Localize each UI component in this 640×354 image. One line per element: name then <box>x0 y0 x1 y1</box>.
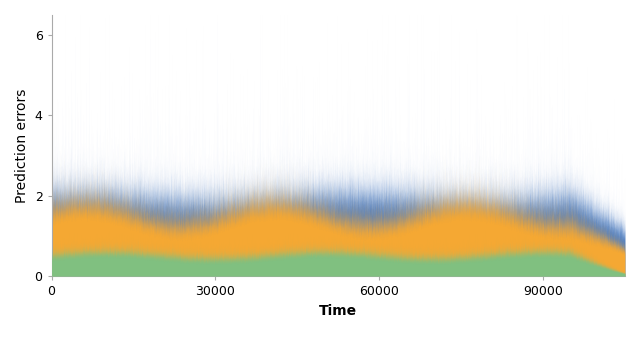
Y-axis label: Prediction errors: Prediction errors <box>15 88 29 203</box>
X-axis label: Time: Time <box>319 304 357 318</box>
